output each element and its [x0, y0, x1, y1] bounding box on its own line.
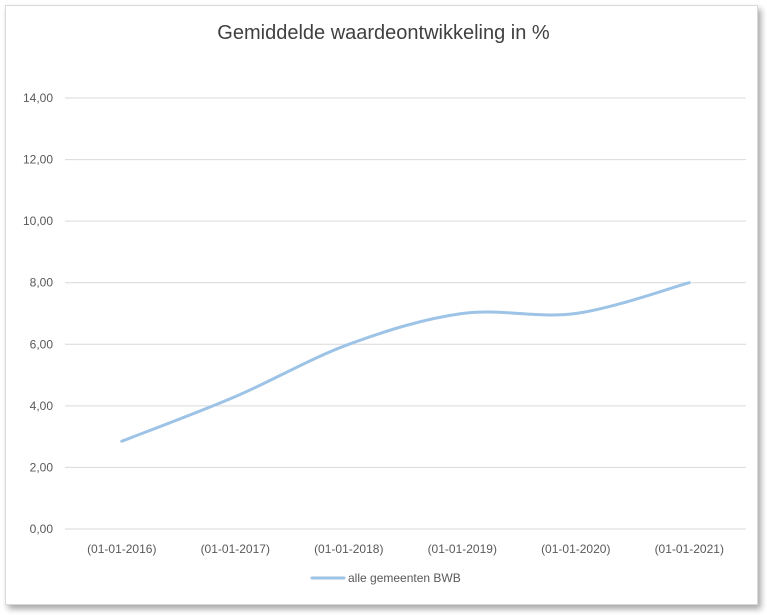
x-tick-label: (01-01-2018) — [314, 542, 383, 556]
gridlines — [65, 97, 746, 530]
x-tick-label: (01-01-2017) — [201, 542, 270, 556]
y-tick-label: 10,00 — [23, 214, 53, 228]
x-tick-label: (01-01-2021) — [655, 542, 724, 556]
y-tick-label: 0,00 — [30, 522, 54, 536]
x-tick-label: (01-01-2019) — [428, 542, 497, 556]
y-tick-label: 2,00 — [30, 460, 54, 474]
y-tick-label: 6,00 — [30, 337, 54, 351]
y-tick-label: 12,00 — [23, 153, 53, 167]
x-axis-ticks: (01-01-2016) (01-01-2017) (01-01-2018) (01-… — [87, 542, 724, 556]
series-lines — [120, 281, 691, 443]
y-tick-label: 8,00 — [30, 276, 54, 290]
series-line — [120, 281, 691, 443]
legend: alle gemeenten BWB — [310, 571, 461, 585]
y-tick-label: 14,00 — [23, 91, 53, 105]
chart-frame — [5, 5, 758, 605]
y-axis-ticks: 0,00 2,00 4,00 6,00 8,00 10,00 12,00 14,00 — [23, 91, 53, 536]
legend-label: alle gemeenten BWB — [348, 571, 461, 585]
chart-title: Gemiddelde waardeontwikkeling in % — [217, 22, 550, 44]
x-tick-label: (01-01-2020) — [541, 542, 610, 556]
x-tick-label: (01-01-2016) — [87, 542, 156, 556]
y-tick-label: 4,00 — [30, 399, 54, 413]
